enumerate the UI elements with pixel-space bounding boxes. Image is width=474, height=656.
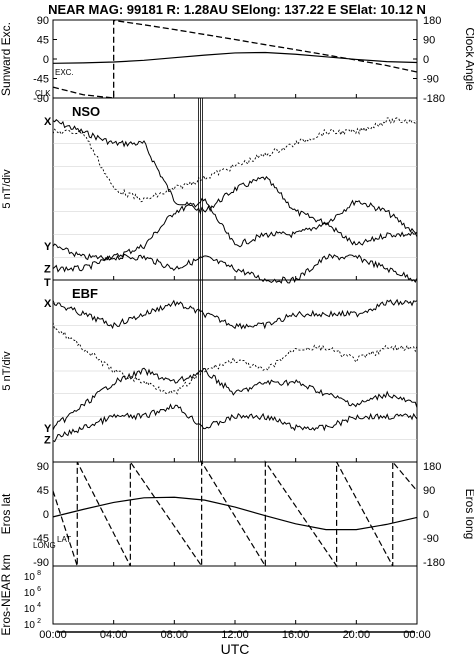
ylabel-right: Eros long (463, 489, 474, 540)
ylabel-1: 5 nT/div (1, 169, 13, 209)
right-tick-label: 90 (423, 35, 435, 47)
series-clk (52, 19, 418, 99)
series-label-z: Z (44, 264, 51, 276)
x-tick-label: 04:00 (100, 629, 128, 641)
annotation-clk: CLK (35, 89, 51, 98)
ylabel-2: 5 nT/div (1, 351, 13, 391)
trace-z-2 (52, 403, 418, 443)
series-label-x: X (44, 298, 52, 310)
ylabel-distance: Eros-NEAR km (0, 554, 13, 635)
series-exc (52, 51, 418, 64)
trace-x-2 (52, 298, 418, 330)
panel-frame-0 (52, 19, 418, 99)
series-label-x: X (44, 116, 52, 128)
annotation-lat: LAT (57, 535, 71, 544)
left-tick-label: -45 (33, 533, 49, 545)
ylabel-left: Sunward Exc. (0, 22, 13, 96)
right-tick-label: -90 (423, 533, 439, 545)
left-tick-label: 10 (24, 572, 36, 583)
left-tick-label: 0 (43, 509, 49, 521)
trace-y-1 (52, 197, 418, 261)
right-tick-label: 180 (423, 461, 441, 473)
left-tick-label: 10 (24, 620, 36, 631)
right-tick-label: 90 (423, 485, 435, 497)
left-tick-label: 45 (37, 35, 49, 47)
right-tick-label: -90 (423, 74, 439, 86)
x-axis-label: UTC (221, 641, 250, 656)
annotation-exc: EXC. (55, 68, 74, 77)
left-tick-label: 90 (37, 461, 49, 473)
panel-label-2: EBF (72, 286, 98, 301)
left-tick-exponent: 6 (37, 586, 41, 593)
right-tick-label: -180 (423, 557, 445, 569)
x-tick-label: 08:00 (161, 629, 189, 641)
trace-x-1 (52, 118, 418, 238)
right-tick-label: 0 (423, 54, 429, 66)
panel-frame-3 (52, 461, 418, 567)
series-label-y: Y (44, 241, 52, 253)
panel-label-1: NSO (72, 104, 100, 119)
page-title: NEAR MAG: 99181 R: 1.28AU SElong: 137.22… (48, 2, 426, 17)
left-tick-label: 10 (24, 588, 36, 599)
ylabel-left: Eros lat (0, 493, 13, 534)
trace-z-1 (52, 253, 418, 284)
right-tick-label: -180 (423, 93, 445, 105)
x-tick-label: 00:00 (403, 629, 431, 641)
trace-extra-2 (52, 322, 418, 395)
annotation-long: LONG (33, 541, 56, 550)
left-tick-label: 0 (43, 54, 49, 66)
trace-y-2 (52, 367, 418, 431)
right-tick-label: 180 (423, 15, 441, 27)
left-tick-label: 90 (37, 15, 49, 27)
series-lat (52, 496, 418, 531)
left-tick-label: 45 (37, 485, 49, 497)
x-tick-label: 00:00 (39, 629, 67, 641)
left-tick-exponent: 2 (37, 618, 41, 625)
series-label-t: T (44, 277, 51, 289)
x-tick-label: 20:00 (343, 629, 371, 641)
trace-extra-1 (52, 117, 418, 203)
series-label-z: Z (44, 434, 51, 446)
x-tick-label: 16:00 (282, 629, 310, 641)
x-tick-label: 12:00 (221, 629, 249, 641)
left-tick-label: -90 (33, 557, 49, 569)
left-tick-exponent: 8 (37, 570, 41, 577)
left-tick-label: -90 (33, 93, 49, 105)
series-long (52, 459, 418, 569)
right-tick-label: 0 (423, 509, 429, 521)
left-tick-label: 10 (24, 604, 36, 615)
left-tick-exponent: 4 (37, 602, 41, 609)
left-tick-label: -45 (33, 74, 49, 86)
ylabel-right: Clock Angle (463, 27, 474, 91)
panel-frame-4 (52, 565, 418, 625)
series-label-y: Y (44, 423, 52, 435)
